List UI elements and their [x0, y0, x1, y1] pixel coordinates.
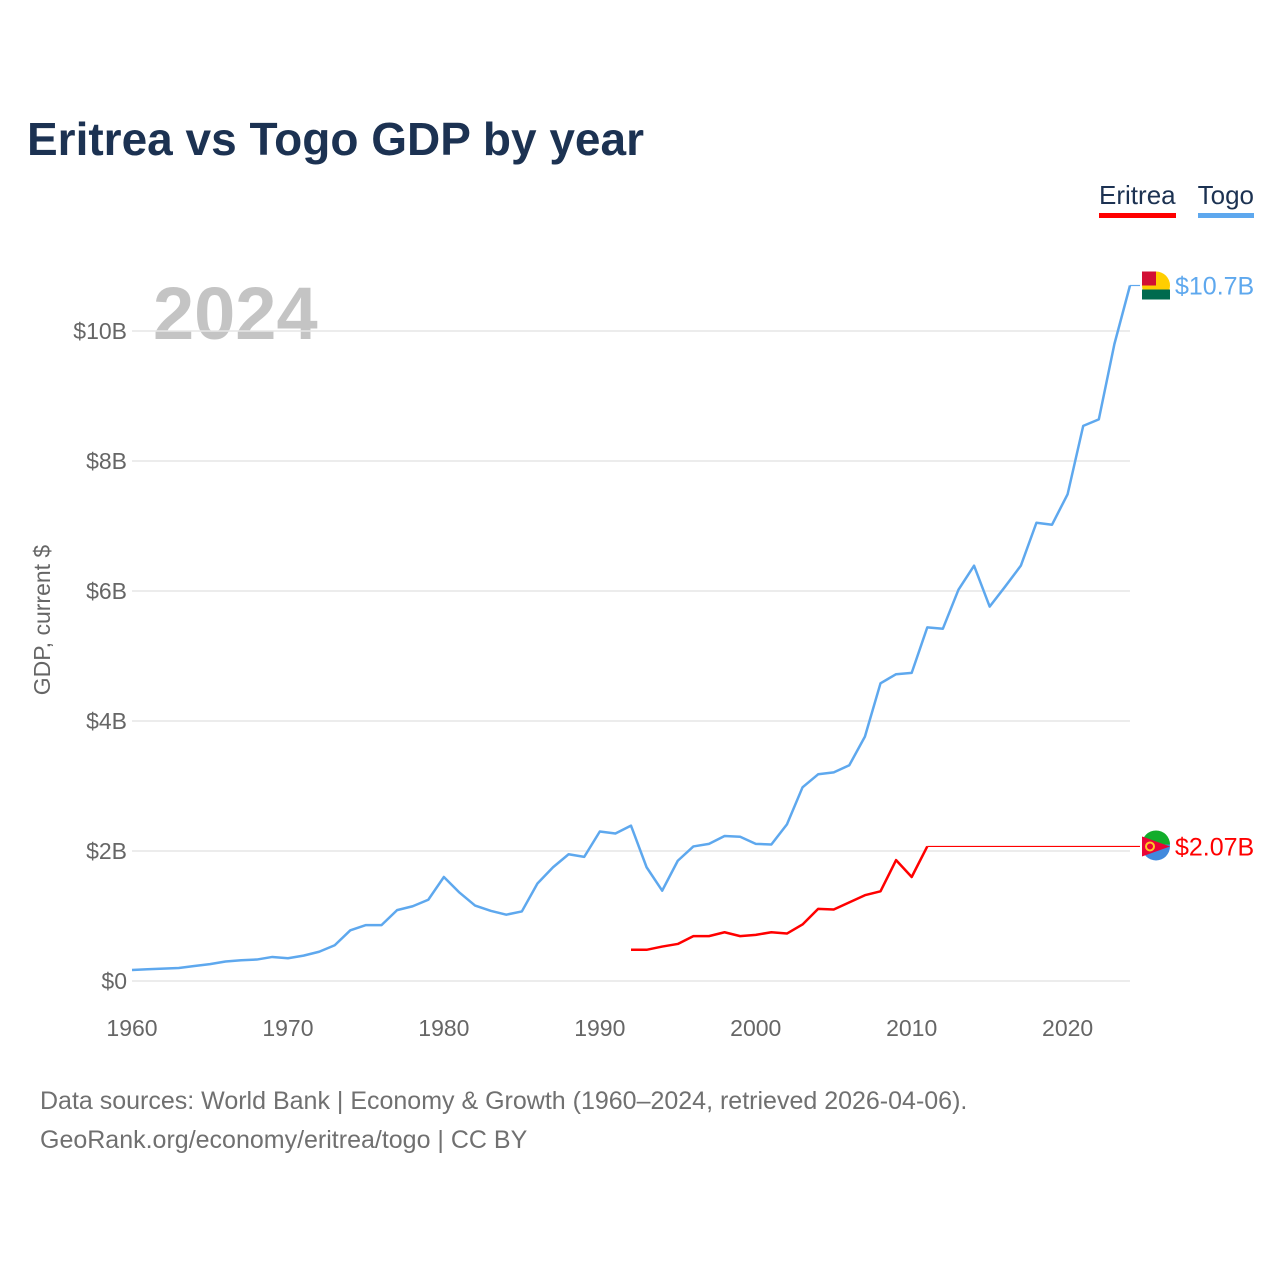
end-value-label-eritrea: $2.07B — [1175, 833, 1254, 861]
year-watermark: 2024 — [153, 272, 318, 355]
series-line-togo — [131, 285, 1132, 972]
series-line-eritrea — [631, 845, 929, 952]
legend-togo[interactable]: Togo — [1197, 180, 1254, 218]
y-tick-label: $0 — [101, 968, 127, 994]
legend: Eritrea Togo — [1099, 180, 1254, 218]
footer: Data sources: World Bank | Economy & Gro… — [40, 1082, 967, 1160]
chart-title: Eritrea vs Togo GDP by year — [27, 113, 644, 165]
x-tick-label: 2010 — [886, 1015, 937, 1041]
y-tick-label: $6B — [86, 578, 127, 604]
y-axis-label: GDP, current $ — [29, 545, 55, 696]
eritrea-flag-triangle — [1142, 836, 1170, 857]
togo-flag-stripe — [1142, 289, 1170, 300]
legend-eritrea[interactable]: Eritrea — [1099, 180, 1176, 218]
togo-flag-canton — [1142, 271, 1156, 286]
y-tick-label: $10B — [73, 318, 127, 344]
x-tick-label: 1990 — [574, 1015, 625, 1041]
x-tick-label: 1980 — [418, 1015, 469, 1041]
x-tick-label: 1960 — [106, 1015, 157, 1041]
y-tick-label: $2B — [86, 838, 127, 864]
x-tick-label: 1970 — [262, 1015, 313, 1041]
y-tick-label: $8B — [86, 448, 127, 474]
eritrea-flag-emblem — [1145, 841, 1155, 852]
y-tick-label: $4B — [86, 708, 127, 734]
end-value-label-togo: $10.7B — [1175, 273, 1254, 301]
footer-sources: Data sources: World Bank | Economy & Gro… — [40, 1087, 968, 1115]
x-tick-label: 2000 — [730, 1015, 781, 1041]
footer-link[interactable]: GeoRank.org/economy/eritrea/togo | CC BY — [40, 1126, 528, 1154]
x-tick-label: 2020 — [1042, 1015, 1093, 1041]
